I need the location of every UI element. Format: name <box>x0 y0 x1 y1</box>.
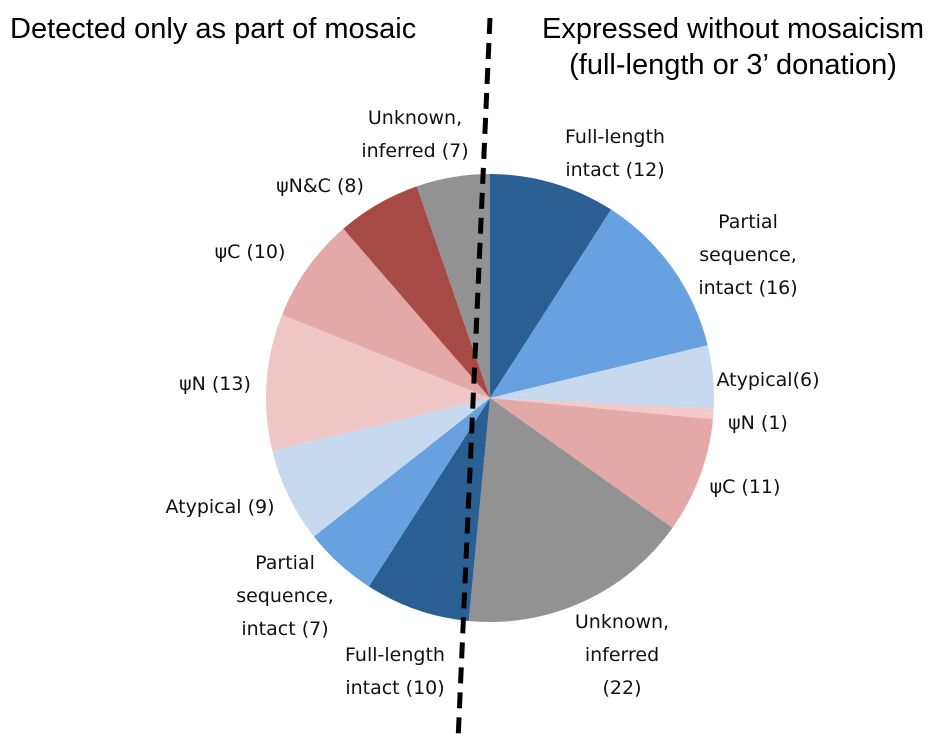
slice-label-line: Partial <box>255 552 315 574</box>
slice-label-line: ψN&C (8) <box>276 175 364 197</box>
slice-label-line: intact (7) <box>241 618 328 640</box>
slice-label: ψN (1) <box>728 412 788 434</box>
pie <box>266 174 714 622</box>
slice-label-line: ψN (1) <box>728 412 788 434</box>
slice-label: Unknown, inferred (22) <box>575 611 669 699</box>
slice <box>468 398 673 622</box>
slice-label-line: sequence, <box>236 585 334 607</box>
slice-label-line: Partial <box>718 211 778 233</box>
slice <box>282 228 490 398</box>
slice <box>490 345 714 409</box>
slice-label: ψN&C (8) <box>276 175 364 197</box>
slice-label-line: inferred <box>585 644 659 666</box>
slice-label: ψN (13) <box>179 373 251 395</box>
left-header: Detected only as part of mosaic <box>10 13 416 45</box>
slice <box>490 174 612 398</box>
slice <box>313 398 490 587</box>
divider <box>455 17 493 741</box>
slice-label-line: Atypical(6) <box>717 369 820 391</box>
slice <box>266 314 490 451</box>
slice-label-line: intact (10) <box>345 677 444 699</box>
slice-label: Partial sequence, intact (16) <box>698 211 797 299</box>
slice <box>416 174 490 398</box>
slice-label: Unknown, inferred (7) <box>361 107 468 162</box>
slice-label: Atypical (9) <box>165 496 274 518</box>
slice-label: Full-length intact (12) <box>565 126 665 181</box>
slice-label-line: ψC (10) <box>215 241 286 263</box>
slice-label-line: inferred (7) <box>361 140 468 162</box>
slice-label: Atypical(6) <box>717 369 820 391</box>
slice-label: ψC (10) <box>215 241 286 263</box>
slice-label-line: sequence, <box>699 244 797 266</box>
slice-label-line: intact (12) <box>565 159 664 181</box>
slice <box>490 398 713 528</box>
slice <box>490 209 708 398</box>
slice <box>272 398 490 537</box>
slice <box>490 398 714 420</box>
slice-label-line: ψN (13) <box>179 373 251 395</box>
slice <box>343 186 490 398</box>
right-header: Expressed without mosaicism <box>542 13 924 45</box>
slice-label-line: Full-length <box>565 126 665 148</box>
slice-label-line: Unknown, <box>368 107 462 129</box>
right-header: (full-length or 3’ donation) <box>569 49 897 81</box>
slice-label: ψC (11) <box>710 476 781 498</box>
labels: Full-length intact (12) Partial sequence, in… <box>165 107 819 699</box>
slice-label: Full-length intact (10) <box>345 644 445 699</box>
slice-label: Partial sequence, intact (7) <box>236 552 334 640</box>
slice <box>368 398 490 621</box>
slice-label-line: Atypical (9) <box>165 496 274 518</box>
slice-label-line: Full-length <box>345 644 445 666</box>
slice-label-line: Unknown, <box>575 611 669 633</box>
slice-label-line: intact (16) <box>698 277 797 299</box>
slice-label-line: (22) <box>602 677 641 699</box>
slice-label-line: ψC (11) <box>710 476 781 498</box>
